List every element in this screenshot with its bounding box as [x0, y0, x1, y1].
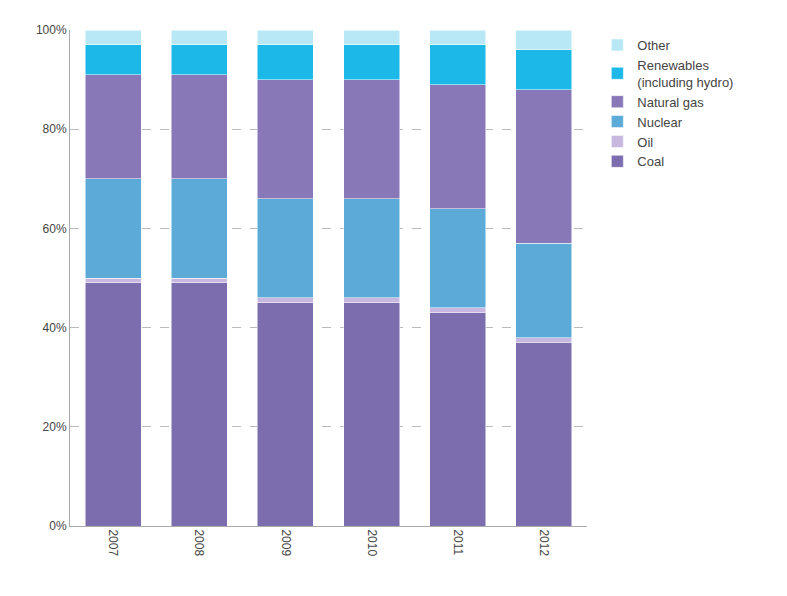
svg-text:Nuclear: Nuclear — [637, 115, 682, 130]
svg-text:0%: 0% — [49, 519, 67, 533]
svg-text:Natural gas: Natural gas — [637, 95, 704, 110]
svg-text:2008: 2008 — [192, 529, 206, 556]
svg-text:Coal: Coal — [637, 154, 664, 169]
svg-text:Oil: Oil — [637, 135, 653, 150]
svg-text:60%: 60% — [43, 222, 67, 236]
svg-text:100%: 100% — [36, 23, 67, 37]
svg-text:Other: Other — [637, 38, 670, 53]
svg-text:2009: 2009 — [279, 529, 293, 556]
svg-text:2012: 2012 — [537, 529, 551, 556]
svg-text:2011: 2011 — [451, 529, 465, 555]
svg-text:2010: 2010 — [365, 529, 379, 556]
svg-text:20%: 20% — [43, 420, 67, 434]
svg-text:80%: 80% — [43, 122, 67, 136]
svg-text:2007: 2007 — [106, 529, 120, 556]
svg-text:40%: 40% — [43, 321, 67, 335]
svg-text:Renewables(including hydro): Renewables(including hydro) — [637, 58, 733, 90]
